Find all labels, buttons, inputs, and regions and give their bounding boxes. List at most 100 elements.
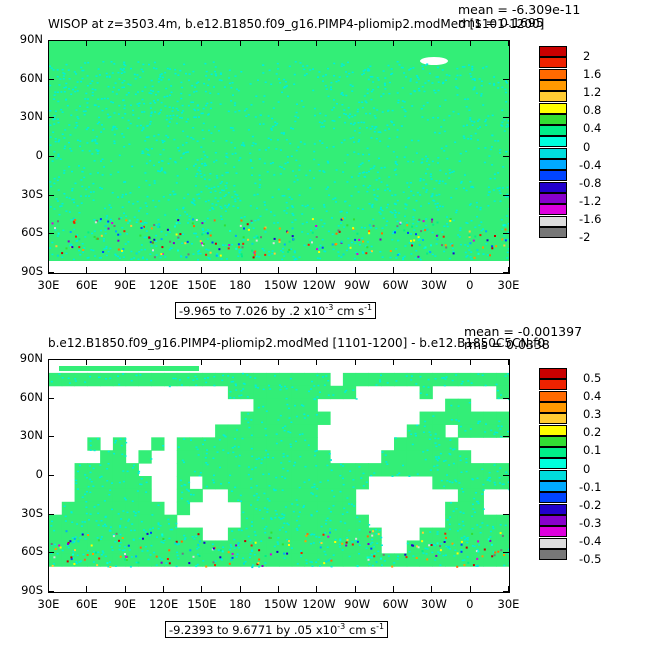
colorbar-box — [539, 435, 567, 447]
lon-tick — [431, 40, 433, 46]
colorbar-box — [539, 170, 567, 182]
lon-tick — [201, 267, 203, 273]
lon-tick — [48, 359, 49, 365]
lat-label: 60N — [19, 389, 43, 404]
colorbar-label: -0.3 — [579, 515, 602, 530]
colorbar-box — [539, 57, 567, 69]
lat-tick — [503, 233, 509, 235]
colorbar-label: 0.2 — [583, 425, 602, 440]
colorbar-box — [539, 68, 567, 80]
lon-tick — [124, 586, 126, 592]
lon-tick — [469, 267, 471, 273]
lon-label: 60W — [382, 278, 409, 292]
lon-label: 150W — [264, 597, 298, 611]
lon-label: 90W — [344, 278, 371, 292]
lon-tick — [278, 359, 279, 365]
panel1-range-units-exp: -1 — [364, 303, 373, 312]
lat-label: 30N — [19, 428, 43, 443]
colorbar-box — [539, 125, 567, 137]
lat-tick — [503, 397, 509, 399]
lat-tick — [48, 233, 54, 235]
colorbar-box — [539, 503, 567, 515]
panel2-range-units-exp: -1 — [376, 622, 385, 631]
colorbar-box — [539, 204, 567, 216]
panel1-range-units: cm s — [333, 303, 365, 318]
panel1-range-text: -9.965 to 7.026 by .2 x10 — [179, 303, 326, 318]
lon-tick — [508, 586, 509, 592]
lat-label: 60N — [19, 70, 43, 85]
colorbar-box — [539, 526, 567, 538]
colorbar-label: 0 — [583, 461, 591, 476]
colorbar-box — [539, 413, 567, 425]
colorbar-box — [539, 215, 567, 227]
colorbar-box — [539, 226, 567, 238]
lat-tick — [48, 156, 54, 157]
lon-tick — [316, 267, 318, 273]
lon-label: 60E — [75, 597, 98, 611]
lon-tick — [469, 40, 471, 46]
lat-label: 30S — [21, 505, 43, 520]
lat-label: 0 — [35, 148, 43, 162]
colorbar-box — [539, 424, 567, 436]
lat-tick — [48, 552, 54, 554]
lon-label: 150E — [187, 597, 217, 611]
colorbar-box — [539, 548, 567, 560]
colorbar-box — [539, 469, 567, 481]
lon-label: 30E — [37, 597, 60, 611]
lon-tick — [278, 586, 279, 592]
lon-tick — [508, 267, 509, 273]
colorbar-label: -0.5 — [579, 552, 602, 567]
lon-tick — [354, 586, 356, 592]
lon-tick — [124, 359, 126, 365]
lat-tick — [503, 552, 509, 554]
panel1-mean-text: mean = -6.309e-11 — [458, 2, 581, 17]
lat-tick — [48, 194, 54, 196]
panel1-map — [48, 40, 510, 274]
lon-tick — [354, 359, 356, 365]
lon-label: 30E — [497, 278, 520, 292]
lat-tick — [503, 194, 509, 196]
colorbar-box — [539, 492, 567, 504]
lon-tick — [431, 586, 433, 592]
colorbar-box — [539, 368, 567, 379]
colorbar-box — [539, 181, 567, 193]
panel2-map-field — [49, 360, 509, 592]
colorbar-label: -0.4 — [579, 533, 602, 548]
lat-label: 90S — [21, 264, 43, 278]
colorbar-label: 2 — [583, 49, 591, 63]
lat-label: 0 — [35, 467, 43, 481]
lon-tick — [163, 359, 164, 365]
lat-label: 90N — [19, 32, 43, 46]
colorbar-label: -1.6 — [579, 211, 602, 226]
panel2-range-text: -9.2393 to 9.6771 by .05 x10 — [169, 622, 338, 637]
lat-tick — [48, 117, 54, 119]
lat-tick — [48, 436, 54, 438]
lat-tick — [503, 272, 509, 273]
lon-tick — [163, 586, 164, 592]
lat-tick — [48, 397, 54, 399]
lon-tick — [201, 586, 203, 592]
colorbar-box — [539, 447, 567, 459]
colorbar-box — [539, 113, 567, 125]
lon-label: 90E — [114, 278, 137, 292]
lon-tick — [316, 586, 318, 592]
lon-tick — [239, 40, 241, 46]
lon-tick — [86, 267, 88, 273]
colorbar-label: 0 — [583, 139, 591, 154]
lon-tick — [393, 586, 394, 592]
lon-tick — [201, 40, 203, 46]
lon-tick — [124, 267, 126, 273]
lat-tick — [503, 591, 509, 592]
panel2-title: b.e12.B1850.f09_g16.PIMP4-pliomip2.modMe… — [48, 336, 545, 350]
lon-tick — [239, 359, 241, 365]
lat-tick — [503, 513, 509, 515]
panel1-colorbar: 2 1.6 1.2 0.8 0.4 0 -0.4 -0.8 -1.2 -1.6 -2 — [539, 46, 639, 266]
lon-tick — [469, 359, 471, 365]
panel2-rms-text: rms = 0.0338 — [464, 337, 550, 352]
lon-tick — [48, 40, 49, 46]
lon-tick — [124, 40, 126, 46]
lon-tick — [393, 40, 394, 46]
lat-tick — [503, 475, 509, 476]
colorbar-label: 0.8 — [583, 103, 602, 118]
colorbar-box — [539, 537, 567, 549]
